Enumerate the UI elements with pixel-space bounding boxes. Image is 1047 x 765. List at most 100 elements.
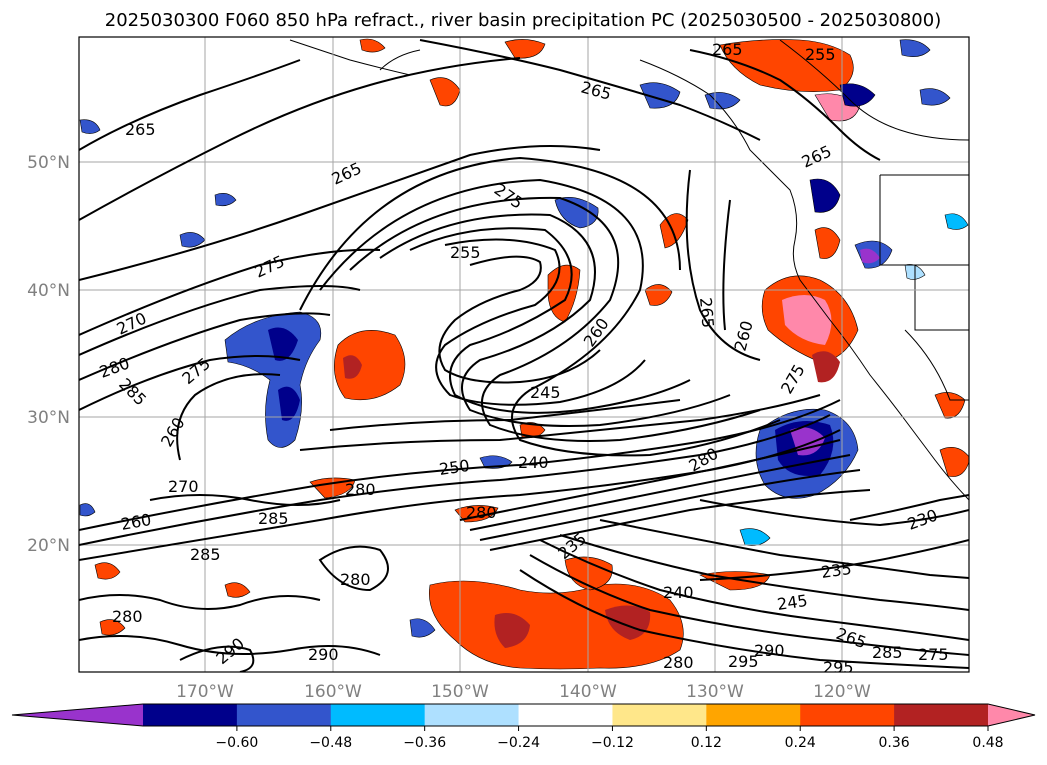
colorbar-segment bbox=[800, 704, 895, 726]
colorbar-segment bbox=[330, 704, 426, 726]
negative-area bbox=[809, 178, 841, 213]
lat-label: 40°N bbox=[27, 281, 70, 301]
positive-area bbox=[814, 227, 841, 259]
lon-label: 160°W bbox=[304, 682, 362, 702]
negative-area bbox=[839, 83, 876, 107]
positive-area bbox=[429, 580, 684, 670]
lon-label: 140°W bbox=[559, 682, 617, 702]
contour-label: 280 bbox=[340, 570, 371, 589]
positive-area bbox=[333, 330, 406, 401]
negative-area bbox=[860, 248, 880, 264]
negative-area bbox=[899, 39, 931, 57]
negative-area bbox=[790, 427, 825, 456]
negative-area bbox=[224, 311, 322, 448]
positive-area bbox=[812, 351, 840, 383]
lat-label: 30°N bbox=[27, 408, 70, 428]
contour-label: 265 bbox=[125, 120, 156, 139]
contour-label: 270 bbox=[168, 477, 199, 496]
contour-label: 285 bbox=[872, 643, 903, 662]
colorbar-tick-label: −0.12 bbox=[591, 735, 634, 751]
contour-label: 280 bbox=[466, 503, 497, 522]
colorbar-tick-label: −0.24 bbox=[497, 735, 540, 751]
longitude-labels: 170°W 160°W 150°W 140°W 130°W 120°W bbox=[176, 682, 871, 702]
negative-area bbox=[409, 618, 436, 638]
colorbar: −0.60 −0.48 −0.36 −0.24 −0.12 0.12 0.24 0.36 0.4… bbox=[11, 703, 1036, 751]
contour-label: 290 bbox=[754, 641, 785, 660]
colorbar-segment bbox=[424, 704, 520, 726]
graticule bbox=[79, 37, 969, 672]
negative-area bbox=[739, 528, 771, 546]
lon-label: 120°W bbox=[813, 682, 871, 702]
colorbar-outline bbox=[11, 703, 1036, 727]
colorbar-tick-label: −0.36 bbox=[403, 735, 446, 751]
colorbar-extend-high bbox=[988, 704, 1035, 726]
colorbar-segment bbox=[894, 704, 989, 726]
positive-area bbox=[659, 213, 689, 249]
colorbar-tick-label: 0.36 bbox=[879, 735, 910, 751]
contour-label: 255 bbox=[450, 243, 481, 262]
contour-label: 280 bbox=[112, 607, 143, 626]
lat-label: 20°N bbox=[27, 536, 70, 556]
refractivity-contours bbox=[79, 39, 969, 672]
positive-area bbox=[782, 295, 832, 345]
negative-shading bbox=[79, 39, 969, 638]
colorbar-tick-label: −0.60 bbox=[215, 735, 258, 751]
lon-label: 150°W bbox=[431, 682, 489, 702]
positive-area bbox=[605, 605, 651, 640]
colorbar-segment bbox=[612, 704, 707, 726]
positive-area bbox=[94, 562, 121, 580]
colorbar-segment bbox=[236, 704, 332, 726]
positive-area bbox=[343, 355, 362, 379]
contour-label: 245 bbox=[530, 383, 561, 402]
contour-label: 275 bbox=[918, 645, 949, 664]
contour-label: 265 bbox=[696, 297, 718, 329]
map-content: 265 255 265 265 265 265 275 275 255 270 … bbox=[79, 37, 969, 677]
contour-label: 295 bbox=[823, 658, 854, 677]
negative-area bbox=[554, 197, 599, 229]
negative-area bbox=[79, 119, 101, 134]
contour-label: 245 bbox=[776, 591, 809, 614]
contour-label: 280 bbox=[663, 653, 694, 672]
lon-label: 170°W bbox=[176, 682, 234, 702]
negative-area bbox=[79, 503, 96, 517]
contour-label: 250 bbox=[438, 456, 471, 479]
contour-label: 285 bbox=[190, 545, 221, 564]
colorbar-tick-label: 0.48 bbox=[972, 735, 1003, 751]
positive-area bbox=[359, 38, 386, 53]
colorbar-tick-label: −0.48 bbox=[309, 735, 352, 751]
colorbar-segment bbox=[518, 704, 613, 726]
negative-area bbox=[919, 88, 951, 106]
coastlines bbox=[289, 39, 969, 501]
positive-area bbox=[939, 447, 969, 477]
positive-area bbox=[494, 612, 530, 648]
negative-area bbox=[214, 193, 237, 207]
positive-area bbox=[504, 39, 546, 59]
contour-label: 285 bbox=[258, 509, 289, 528]
positive-area bbox=[719, 39, 854, 92]
contour-label: 240 bbox=[663, 583, 694, 602]
contour-label: 255 bbox=[805, 45, 836, 64]
negative-area bbox=[268, 327, 298, 361]
negative-area bbox=[944, 213, 969, 230]
precip-shading bbox=[94, 38, 969, 670]
lat-label: 50°N bbox=[27, 153, 70, 173]
negative-area bbox=[704, 92, 741, 110]
colorbar-extend-low bbox=[12, 704, 143, 726]
colorbar-tick-label: 0.24 bbox=[785, 735, 816, 751]
latitude-labels: 50°N 40°N 30°N 20°N bbox=[27, 153, 70, 556]
positive-area bbox=[99, 619, 126, 636]
map-title: 2025030300 F060 850 hPa refract., river … bbox=[105, 10, 941, 31]
map-frame bbox=[78, 36, 970, 673]
colorbar-segment bbox=[706, 704, 801, 726]
contour-label: 235 bbox=[820, 559, 853, 582]
positive-area bbox=[224, 582, 251, 598]
contour-label: 280 bbox=[345, 480, 376, 499]
contour-label: 295 bbox=[728, 652, 759, 671]
contour-label: 265 bbox=[712, 40, 743, 59]
colorbar-segment bbox=[143, 704, 238, 726]
colorbar-tick-label: 0.12 bbox=[691, 735, 722, 751]
positive-area bbox=[564, 556, 613, 591]
lon-label: 130°W bbox=[686, 682, 744, 702]
contour-label: 290 bbox=[308, 645, 339, 664]
